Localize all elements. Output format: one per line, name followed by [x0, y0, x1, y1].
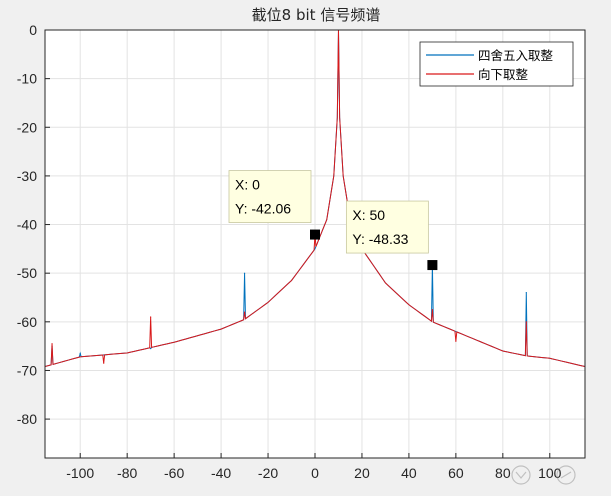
watermark-icon-mark — [515, 471, 527, 479]
x-tick-label: 40 — [401, 465, 417, 481]
y-tick-label: 0 — [29, 22, 37, 38]
datatip-x-label: X: 0 — [235, 177, 260, 193]
series-line-2 — [45, 30, 585, 368]
legend-label-series-1: 四舍五入取整 — [478, 48, 554, 63]
watermark-icon — [511, 465, 531, 485]
series-group — [45, 30, 585, 368]
y-tick-label: -20 — [17, 119, 37, 135]
spike-point — [455, 340, 457, 342]
x-tick-label: 20 — [354, 465, 370, 481]
x-tick-label: -20 — [258, 465, 278, 481]
spike-point — [51, 343, 53, 345]
spike-point — [243, 311, 246, 313]
spike-point — [525, 292, 527, 294]
legend: 四舍五入取整 向下取整 — [419, 41, 574, 87]
y-tick-label: -60 — [17, 314, 37, 330]
datatip-box — [345, 200, 429, 254]
x-tick-label: 0 — [311, 465, 319, 481]
y-tick-label: -30 — [17, 168, 37, 184]
spike-point — [525, 321, 527, 323]
watermark-icon-2 — [556, 465, 576, 485]
y-tick-label: -50 — [17, 265, 37, 281]
x-tick-label: 100 — [538, 465, 562, 481]
x-tick-label: -60 — [164, 465, 184, 481]
legend-box — [419, 41, 574, 87]
datatip-box — [228, 170, 312, 223]
spike-point — [150, 316, 152, 318]
x-tick-label: -40 — [211, 465, 231, 481]
x-tick-label: 80 — [495, 465, 511, 481]
chart-title: 截位8 bit 信号频谱 — [252, 6, 381, 24]
y-tick-label: -80 — [17, 411, 37, 427]
x-tick-label: 60 — [448, 465, 464, 481]
spike-point — [103, 362, 105, 364]
datatip-y-label: Y: -42.06 — [235, 201, 291, 217]
spike-point — [243, 272, 246, 274]
plot-area: X: 0 Y: -42.06 X: 50 Y: -48.33 — [44, 29, 586, 459]
watermark-logo — [511, 465, 576, 485]
y-tick-label: -10 — [17, 71, 37, 87]
spike-point — [79, 352, 81, 355]
x-tick-label: -100 — [66, 465, 94, 481]
datatips: X: 0 Y: -42.06 X: 50 Y: -48.33 — [228, 170, 438, 271]
legend-label-series-2: 向下取整 — [478, 67, 529, 82]
watermark-icon-2-mark — [560, 471, 572, 479]
datatip-marker[interactable] — [427, 260, 438, 271]
y-tick-label: -70 — [17, 362, 37, 378]
datatip-marker[interactable] — [310, 229, 320, 240]
x-tick-label: -80 — [117, 465, 137, 481]
datatip-x-label: X: 50 — [352, 207, 385, 223]
spike-point — [150, 347, 152, 350]
datatip-y-label: Y: -48.33 — [352, 231, 408, 247]
y-tick-label: -40 — [17, 217, 37, 233]
spike-point — [431, 309, 433, 311]
x-axis-ticks: -100 -80 -60 -40 -20 0 20 40 60 80 100 — [66, 453, 562, 481]
y-axis-ticks: 0 -10 -20 -30 -40 -50 -60 -70 -80 — [17, 22, 50, 427]
